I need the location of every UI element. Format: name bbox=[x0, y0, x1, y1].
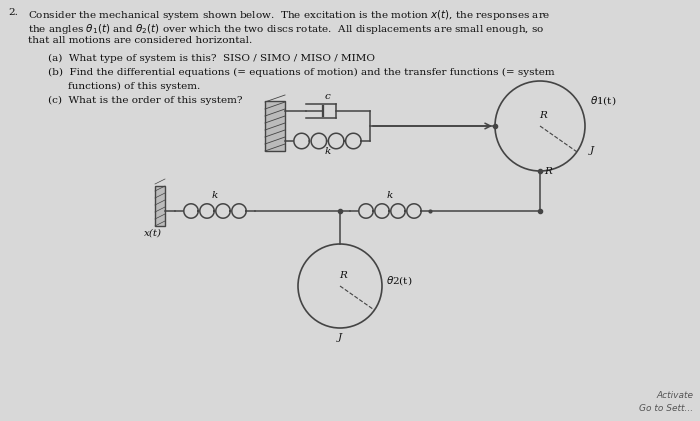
Text: k: k bbox=[387, 191, 393, 200]
Text: x(t): x(t) bbox=[144, 229, 162, 238]
Text: k: k bbox=[324, 147, 330, 156]
Text: R: R bbox=[339, 271, 347, 280]
Text: (b)  Find the differential equations (= equations of motion) and the transfer fu: (b) Find the differential equations (= e… bbox=[48, 68, 554, 77]
Text: R: R bbox=[544, 167, 552, 176]
Text: the angles $\theta_1(t)$ and $\theta_2(t)$ over which the two discs rotate.  All: the angles $\theta_1(t)$ and $\theta_2(t… bbox=[28, 22, 545, 36]
Text: 2.: 2. bbox=[8, 8, 18, 17]
Bar bbox=[155, 186, 165, 226]
Text: $\theta$1(t): $\theta$1(t) bbox=[590, 94, 617, 107]
Text: (a)  What type of system is this?  SISO / SIMO / MISO / MIMO: (a) What type of system is this? SISO / … bbox=[48, 54, 375, 63]
Text: Go to Sett...: Go to Sett... bbox=[639, 404, 693, 413]
Text: Activate: Activate bbox=[656, 391, 693, 400]
Text: Consider the mechanical system shown below.  The excitation is the motion $x(t)$: Consider the mechanical system shown bel… bbox=[28, 8, 551, 22]
Text: $\theta$2(t): $\theta$2(t) bbox=[386, 274, 412, 288]
Bar bbox=[265, 101, 285, 151]
Text: R: R bbox=[539, 111, 547, 120]
Text: functions) of this system.: functions) of this system. bbox=[68, 82, 200, 91]
Text: c: c bbox=[325, 92, 330, 101]
Text: k: k bbox=[212, 191, 218, 200]
Text: (c)  What is the order of this system?: (c) What is the order of this system? bbox=[48, 96, 242, 105]
Text: J: J bbox=[590, 146, 594, 155]
Text: J: J bbox=[338, 333, 342, 342]
Text: that all motions are considered horizontal.: that all motions are considered horizont… bbox=[28, 36, 252, 45]
